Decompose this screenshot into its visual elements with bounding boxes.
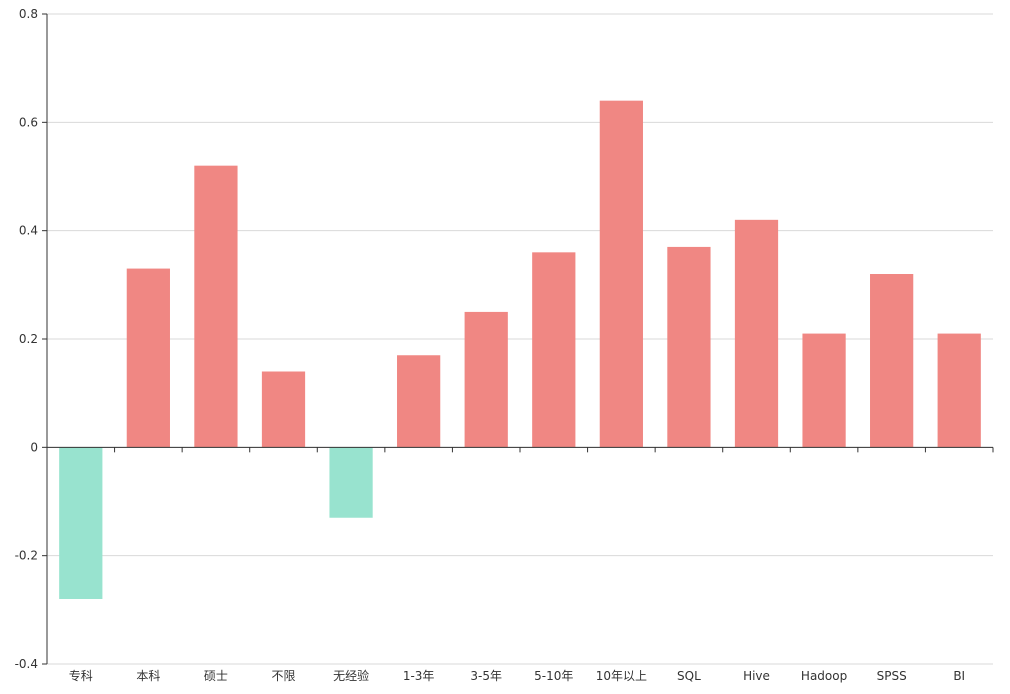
bar — [667, 246, 711, 448]
bar — [464, 311, 508, 448]
x-tick-label: SPSS — [877, 669, 907, 683]
grid-lines — [47, 13, 993, 665]
bar — [532, 252, 576, 448]
axes — [42, 13, 994, 665]
y-tick-label: -0.2 — [15, 549, 38, 563]
bar — [937, 333, 981, 448]
x-tick-label: 无经验 — [333, 668, 369, 683]
x-tick-label: 10年以上 — [596, 669, 647, 683]
y-tick-label: 0.4 — [19, 224, 38, 238]
x-tick-label: 3-5年 — [470, 669, 502, 683]
x-tick-label: 5-10年 — [534, 669, 573, 683]
bar — [599, 100, 643, 448]
bar — [126, 268, 170, 448]
x-tick-label: BI — [953, 669, 965, 683]
bar — [870, 274, 914, 448]
bars — [59, 100, 981, 599]
x-tick-label: 不限 — [271, 669, 295, 683]
bar — [194, 165, 238, 448]
x-tick-label: Hive — [743, 669, 770, 683]
x-tick-label: SQL — [677, 669, 701, 683]
bar — [802, 333, 846, 448]
x-tick-label: 本科 — [136, 669, 160, 683]
bar — [734, 219, 779, 448]
x-tick-label: Hadoop — [801, 669, 847, 683]
bar — [59, 447, 103, 599]
y-tick-label: 0 — [30, 440, 38, 454]
axis-labels: -0.4 -0.2 0 0.2 0.4 0.6 0.8 专科 本科 硕士 不限 无经验 1-3年 3-5年… — [15, 7, 966, 683]
x-tick-label: 硕士 — [204, 669, 228, 683]
x-tick-label: 专科 — [69, 668, 93, 683]
y-tick-label: 0.6 — [19, 115, 38, 129]
y-tick-label: -0.4 — [15, 657, 38, 671]
bar — [261, 371, 306, 448]
y-tick-label: 0.2 — [19, 332, 38, 346]
bar — [397, 355, 441, 448]
bar — [329, 447, 373, 518]
y-tick-label: 0.8 — [19, 7, 38, 21]
x-tick-label: 1-3年 — [403, 669, 435, 683]
